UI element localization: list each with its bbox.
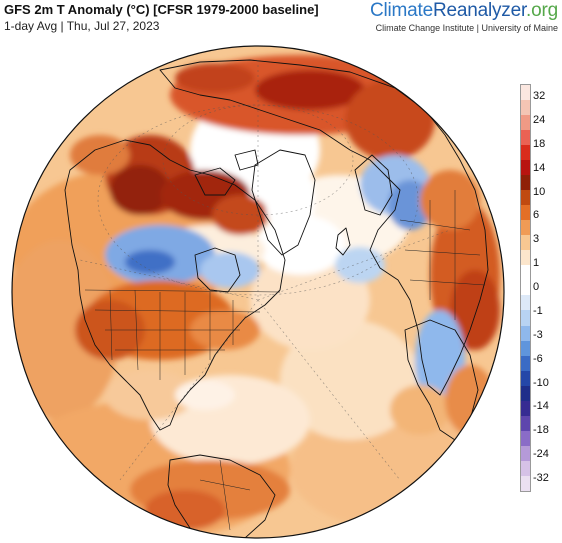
legend-swatch xyxy=(521,445,530,461)
legend-tick-label: 1 xyxy=(533,257,540,270)
map-title: GFS 2m T Anomaly (°C) [CFSR 1979-2000 ba… xyxy=(4,2,319,17)
legend-tick-label: 6 xyxy=(533,209,540,222)
brand-part-1: Climate xyxy=(369,0,433,21)
legend-swatch xyxy=(521,190,530,206)
brand-logo[interactable]: ClimateReanalyzer.org xyxy=(370,0,558,22)
legend-swatch xyxy=(521,250,530,266)
legend-swatch xyxy=(521,460,530,476)
legend-tick-label: -14 xyxy=(533,400,549,413)
legend-tick-label: 0 xyxy=(533,281,540,293)
legend-tick-label: -32 xyxy=(533,472,549,484)
legend-swatch xyxy=(521,205,530,221)
legend-tick-label: 24 xyxy=(533,113,546,126)
legend-swatch xyxy=(521,340,530,356)
legend-swatch xyxy=(521,280,530,296)
legend-tick-label: 14 xyxy=(533,161,546,174)
color-legend xyxy=(520,84,531,492)
borders xyxy=(84,190,486,531)
legend-swatch xyxy=(521,400,530,416)
legend-tick-label: 18 xyxy=(533,137,546,150)
legend-swatch xyxy=(521,430,530,446)
legend-swatch xyxy=(521,100,530,116)
legend-tick-label: 10 xyxy=(533,185,546,198)
legend-swatch xyxy=(521,220,530,236)
anomaly-field xyxy=(12,55,504,538)
legend-swatch xyxy=(521,235,530,251)
legend-swatch xyxy=(521,160,530,176)
legend-swatch xyxy=(521,265,530,281)
legend-swatch xyxy=(521,85,530,101)
legend-swatch xyxy=(521,130,530,146)
legend-swatch xyxy=(521,145,530,161)
legend-tick-label: -18 xyxy=(533,424,549,437)
legend-tick-label: -10 xyxy=(533,376,549,389)
legend-swatch xyxy=(521,475,530,491)
legend-swatch xyxy=(521,295,530,311)
legend-tick-label: -3 xyxy=(533,328,543,341)
brand-tagline: Climate Change Institute | University of… xyxy=(375,23,558,33)
legend-tick-label: -1 xyxy=(533,304,543,317)
legend-swatch xyxy=(521,175,530,191)
legend-swatch xyxy=(521,115,530,131)
legend-swatch xyxy=(521,310,530,326)
globe-outline xyxy=(11,45,505,539)
legend-tick-label: -24 xyxy=(533,448,549,461)
legend-tick-label: 3 xyxy=(533,233,540,246)
brand-part-3: .org xyxy=(526,0,558,21)
brand-part-2: Reanalyzer xyxy=(432,0,527,21)
legend-ticks: 32 24 18 14 10 6 3 1 0 -1 -3 -6 -10 -14 -18 -24 -32 xyxy=(533,84,561,490)
legend-swatch xyxy=(521,370,530,386)
legend-tick-label: -6 xyxy=(533,352,543,365)
legend-swatch xyxy=(521,415,530,431)
legend-swatch xyxy=(521,355,530,371)
graticule xyxy=(79,60,451,481)
legend-swatch xyxy=(521,385,530,401)
legend-swatch xyxy=(521,325,530,341)
map-subtitle: 1-day Avg | Thu, Jul 27, 2023 xyxy=(4,19,160,33)
legend-tick-label: 32 xyxy=(533,90,546,102)
